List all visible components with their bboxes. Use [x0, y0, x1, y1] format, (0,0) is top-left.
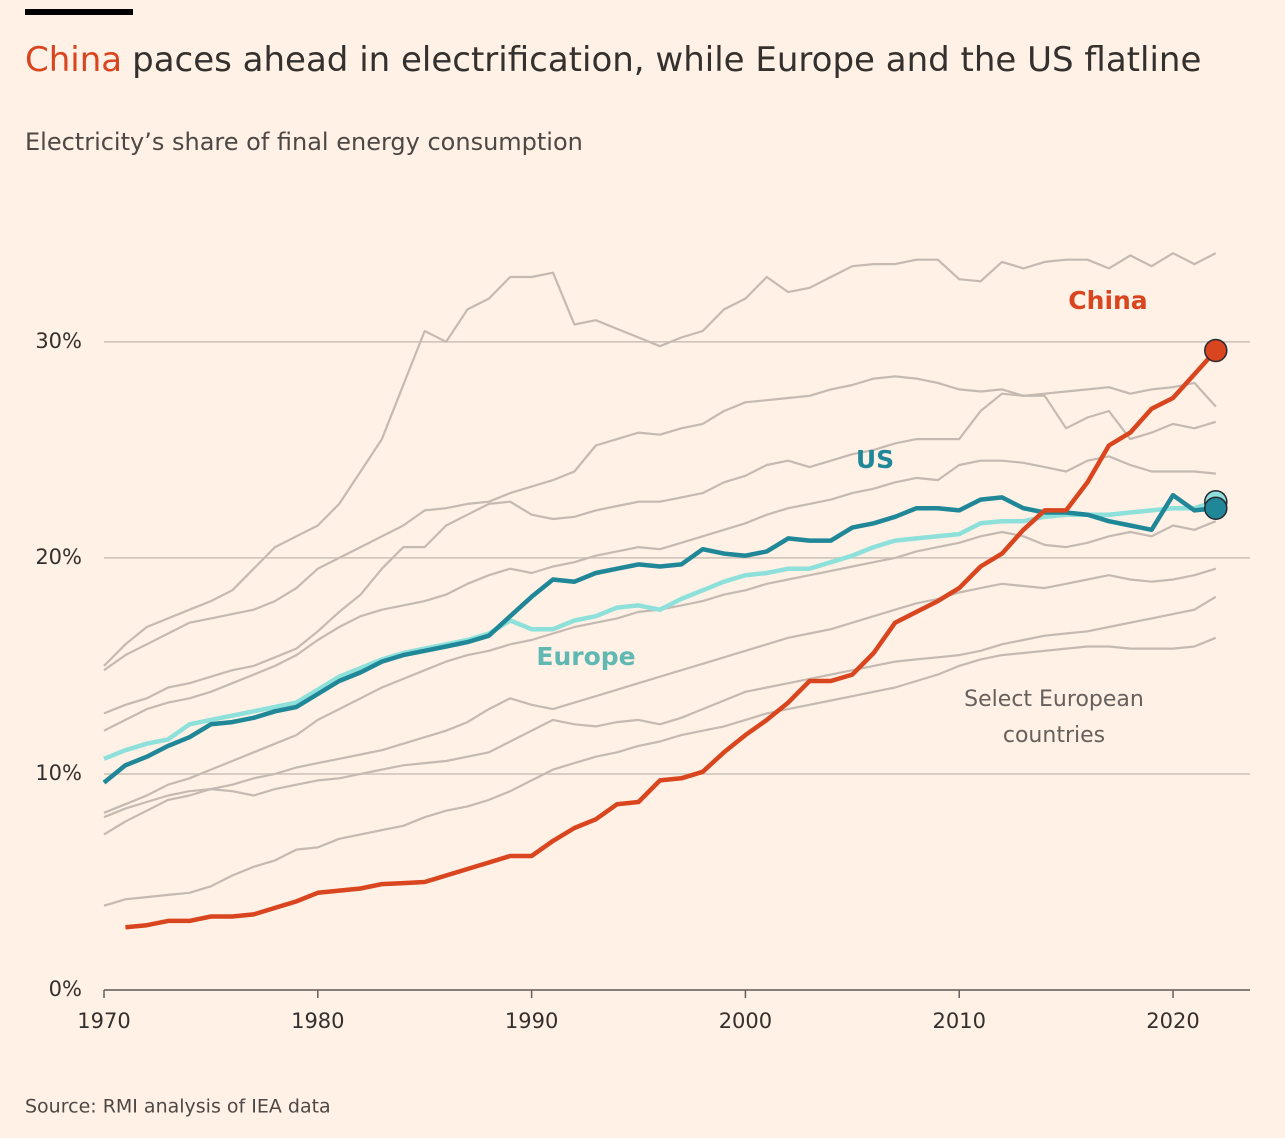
country-line: [103, 567, 1217, 836]
series-line: [125, 348, 1218, 930]
x-tick-label: 1980: [291, 1009, 344, 1033]
series-label: China: [1068, 286, 1147, 315]
x-tick-label: 1970: [77, 1009, 130, 1033]
y-tick-label: 10%: [35, 761, 82, 785]
end-dot: [1204, 338, 1228, 363]
series-label: Europe: [536, 642, 635, 671]
x-tick-label: 2020: [1146, 1009, 1199, 1033]
annotation: Select European: [964, 687, 1144, 712]
country-line: [103, 375, 1217, 672]
x-tick-label: 2010: [932, 1009, 985, 1033]
x-tick-label: 1990: [505, 1009, 558, 1033]
source: Source: RMI analysis of IEA data: [25, 1096, 331, 1118]
x-tick-label: 2000: [719, 1009, 772, 1033]
title-rest: paces ahead in electrification, while Eu…: [132, 40, 1201, 80]
y-tick-label: 20%: [35, 545, 82, 569]
annotation: countries: [1003, 723, 1105, 748]
series-line: [103, 499, 1217, 761]
country-line: [103, 636, 1217, 907]
series-line: [102, 492, 1217, 785]
chart-subtitle: Electricity’s share of final energy cons…: [25, 128, 583, 156]
country-line: [103, 252, 1217, 667]
title-highlight: China: [25, 40, 122, 80]
brand-bar: [25, 9, 133, 15]
y-tick-label: 0%: [49, 977, 82, 1001]
chart-title: China paces ahead in electrification, whi…: [25, 40, 1201, 80]
series-label: US: [856, 445, 894, 474]
y-tick-label: 30%: [35, 329, 82, 353]
end-dot: [1204, 496, 1228, 520]
country-line: [103, 455, 1216, 732]
country-line: [103, 392, 1217, 715]
country-line: [103, 595, 1217, 819]
plot-area: 0% 10% 20% 30% 1970 1980 1990 2000 2010 2020 China…: [35, 252, 1250, 1033]
